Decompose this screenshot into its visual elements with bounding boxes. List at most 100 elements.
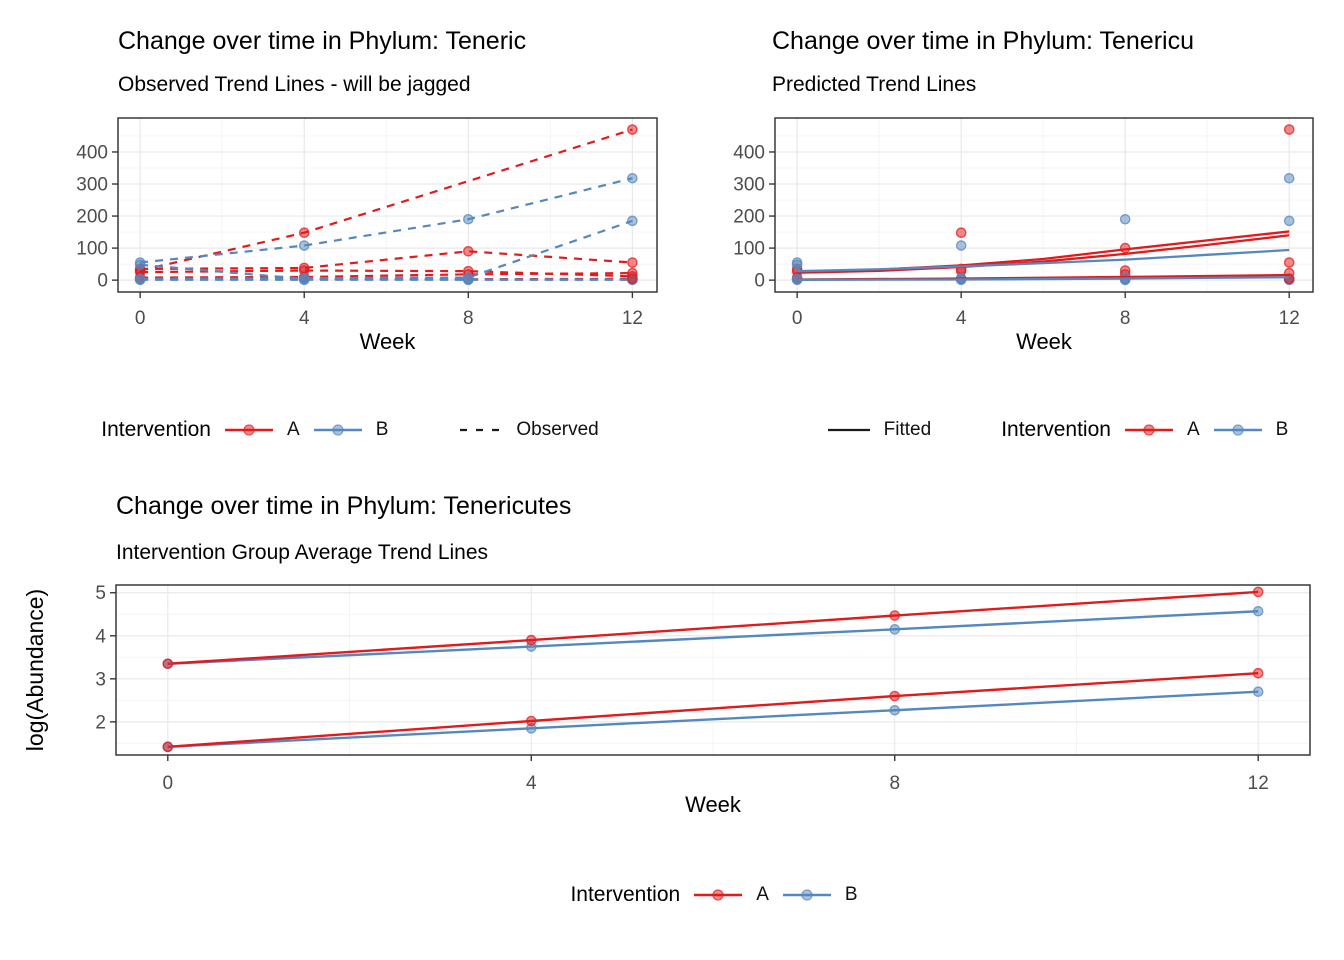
data-point bbox=[955, 227, 967, 239]
predicted-subtitle: Predicted Trend Lines bbox=[772, 73, 977, 96]
legend-key-dashed-line bbox=[460, 428, 503, 432]
legend-key-a bbox=[694, 889, 743, 901]
data-point bbox=[1252, 605, 1264, 617]
observed-subtitle: Observed Trend Lines - will be jagged bbox=[118, 73, 471, 96]
legend-key-solid-line bbox=[827, 428, 870, 432]
panel-border bbox=[115, 584, 1311, 756]
legend-label-a: A bbox=[1186, 419, 1200, 440]
data-point bbox=[134, 259, 146, 271]
series-line-B-lower-avg bbox=[167, 690, 1259, 749]
data-point bbox=[627, 215, 638, 227]
data-point bbox=[1119, 213, 1131, 225]
y-tick-label: 4 bbox=[95, 626, 106, 647]
data-point bbox=[298, 240, 310, 251]
legend-title: Intervention bbox=[1001, 418, 1111, 441]
legend-title: Intervention bbox=[101, 418, 211, 441]
y-tick-label: 200 bbox=[76, 207, 108, 228]
legend-label-a: A bbox=[287, 419, 300, 440]
average-legend: Intervention A B bbox=[42, 879, 1344, 911]
data-point bbox=[627, 273, 638, 285]
data-point bbox=[162, 658, 174, 670]
data-point bbox=[1283, 124, 1295, 135]
predicted-plot-area: 0 4 8 12 0 100 200 300 400 Week bbox=[733, 117, 1314, 354]
legend-label-observed: Observed bbox=[516, 419, 599, 440]
legend-title: Intervention bbox=[570, 883, 681, 906]
x-tick-label: 12 bbox=[1279, 308, 1300, 329]
series-line-A4 bbox=[140, 271, 633, 279]
observed-legend: Intervention A B Observed bbox=[0, 414, 700, 446]
y-tick-label: 400 bbox=[733, 142, 765, 163]
data-point bbox=[889, 690, 901, 702]
x-axis-title: Week bbox=[360, 329, 417, 354]
average-plot-area: 0 4 8 12 2 3 4 5 Week log(Abundance) bbox=[22, 583, 1311, 817]
series-line-A-upper-avg bbox=[167, 590, 1259, 665]
data-point bbox=[525, 715, 537, 727]
panel-border bbox=[774, 117, 1314, 293]
legend-label-b: B bbox=[375, 419, 389, 440]
y-tick-label: 300 bbox=[76, 175, 108, 196]
x-tick-label: 8 bbox=[1120, 308, 1131, 329]
data-point bbox=[134, 274, 146, 286]
y-axis-title: log(Abundance) bbox=[22, 589, 48, 751]
fitted-line-B-fit-lower bbox=[797, 276, 1290, 281]
x-axis-title: Week bbox=[685, 792, 742, 817]
y-tick-label: 100 bbox=[733, 239, 765, 260]
data-point bbox=[463, 246, 474, 257]
legend-key-b bbox=[313, 424, 362, 436]
x-tick-label: 12 bbox=[622, 308, 643, 329]
data-point bbox=[1252, 667, 1264, 679]
legend-label-a: A bbox=[756, 884, 769, 905]
data-point bbox=[627, 172, 638, 184]
legend-label-b: B bbox=[1275, 419, 1289, 440]
legend-key-b bbox=[782, 889, 831, 901]
y-tick-label: 100 bbox=[76, 239, 108, 260]
legend-label-fitted: Fitted bbox=[883, 419, 932, 440]
x-axis-title: Week bbox=[1016, 329, 1073, 354]
x-tick-label: 0 bbox=[792, 308, 803, 329]
y-tick-label: 0 bbox=[97, 271, 108, 292]
series-line-A-lower-avg bbox=[167, 672, 1259, 749]
data-point bbox=[298, 227, 310, 239]
data-point bbox=[791, 259, 803, 271]
average-title: Change over time in Phylum: Tenericutes bbox=[116, 492, 572, 520]
x-tick-label: 8 bbox=[463, 308, 474, 329]
data-point bbox=[955, 240, 967, 251]
x-tick-label: 4 bbox=[299, 308, 310, 329]
series-line-B2 bbox=[140, 219, 633, 280]
y-tick-label: 5 bbox=[95, 583, 106, 604]
data-point bbox=[627, 124, 638, 135]
x-tick-label: 12 bbox=[1248, 773, 1269, 794]
fitted-line-B-fit-upper bbox=[797, 248, 1290, 273]
data-point bbox=[1283, 257, 1295, 268]
data-point bbox=[889, 624, 901, 635]
y-tick-label: 300 bbox=[733, 175, 765, 196]
data-point bbox=[1252, 686, 1264, 698]
observed-plot-area: 0 4 8 12 0 100 200 300 400 Week bbox=[76, 117, 658, 354]
panel-border bbox=[117, 117, 658, 293]
predicted-legend: Fitted Intervention A B bbox=[721, 414, 1344, 446]
legend-label-b: B bbox=[844, 884, 858, 905]
legend-key-b bbox=[1213, 424, 1262, 436]
data-point bbox=[162, 741, 174, 753]
data-point bbox=[1252, 586, 1264, 598]
x-tick-label: 0 bbox=[163, 773, 174, 794]
fitted-line-A-fit-upper-2 bbox=[797, 234, 1290, 274]
y-tick-label: 2 bbox=[95, 712, 106, 733]
x-tick-label: 8 bbox=[889, 773, 900, 794]
x-tick-label: 4 bbox=[526, 773, 537, 794]
data-point bbox=[889, 610, 901, 621]
observed-title: Change over time in Phylum: Teneric bbox=[118, 27, 527, 55]
data-point bbox=[463, 274, 474, 286]
x-tick-label: 0 bbox=[135, 308, 146, 329]
legend-key-a bbox=[1124, 424, 1173, 436]
average-subtitle: Intervention Group Average Trend Lines bbox=[116, 541, 489, 564]
series-line-B-upper-avg bbox=[167, 610, 1259, 665]
x-tick-label: 4 bbox=[956, 308, 967, 329]
data-point bbox=[627, 257, 638, 268]
data-point bbox=[298, 274, 310, 286]
y-tick-label: 400 bbox=[76, 142, 108, 163]
y-tick-label: 200 bbox=[733, 207, 765, 228]
predicted-title: Change over time in Phylum: Tenericu bbox=[772, 27, 1194, 55]
data-point bbox=[525, 634, 537, 646]
